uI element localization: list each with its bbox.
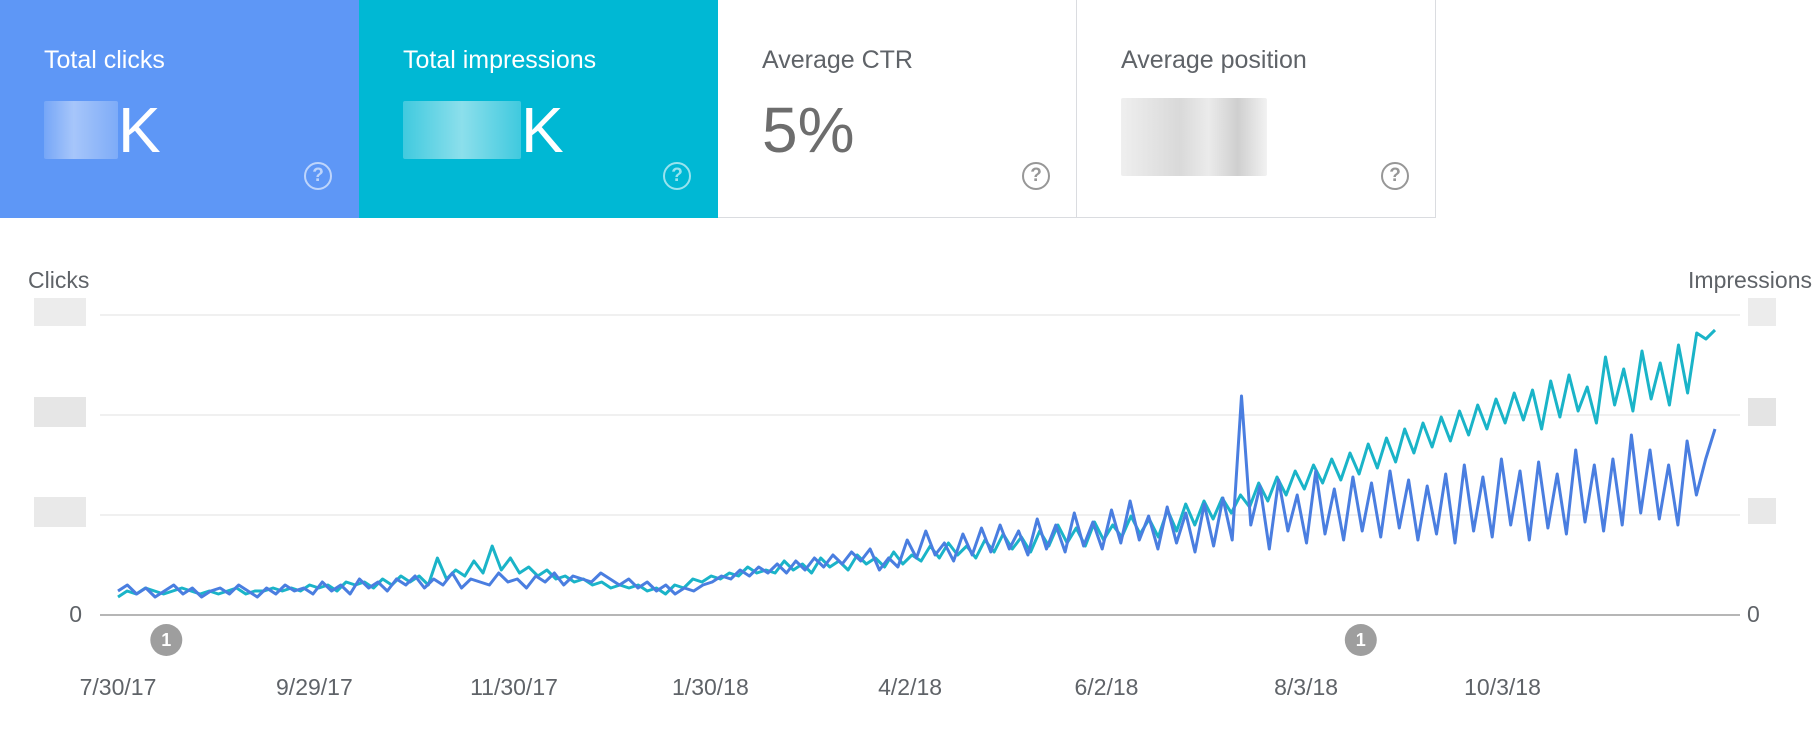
- annotation-marker[interactable]: 1: [150, 624, 183, 656]
- redacted-tick-right: [1748, 298, 1776, 326]
- redacted-value-block: [403, 101, 521, 159]
- redacted-tick-left: [34, 397, 86, 427]
- total-impressions-suffix: K: [521, 94, 564, 166]
- grid-layer: [100, 314, 1740, 616]
- metric-cards: Total clicks K ? Total impressions K ? A…: [0, 0, 1436, 218]
- series-line-clicks: [117, 394, 1717, 599]
- annotation-circle[interactable]: [150, 624, 183, 656]
- average-ctr-card[interactable]: Average CTR 5% ?: [718, 0, 1077, 218]
- help-icon[interactable]: ?: [304, 162, 332, 190]
- total-clicks-label: Total clicks: [44, 46, 165, 74]
- annotation-label: 1: [161, 630, 171, 650]
- y-left-zero-label: 0: [69, 601, 82, 627]
- help-icon[interactable]: ?: [1381, 162, 1409, 190]
- total-impressions-card[interactable]: Total impressions K ?: [359, 0, 718, 218]
- x-tick-label: 11/30/17: [470, 674, 558, 700]
- average-position-label: Average position: [1121, 46, 1307, 74]
- redacted-value-block: [44, 101, 118, 159]
- average-ctr-label: Average CTR: [762, 46, 913, 74]
- x-tick-label: 1/30/18: [672, 674, 749, 700]
- redacted-tick-left: [34, 298, 86, 326]
- x-tick-label: 9/29/17: [276, 674, 353, 700]
- redacted-tick-right: [1748, 498, 1776, 524]
- series-layer: [117, 328, 1717, 599]
- help-icon[interactable]: ?: [663, 162, 691, 190]
- annotation-marker[interactable]: 1: [1344, 624, 1377, 656]
- x-tick-layer: 7/30/17 9/29/17 11/30/17 1/30/18 4/2/18 6/2/1…: [80, 674, 1541, 700]
- annotation-label: 1: [1356, 630, 1366, 650]
- total-impressions-label: Total impressions: [403, 46, 597, 74]
- y-right-zero-label: 0: [1747, 601, 1760, 627]
- x-tick-label: 6/2/18: [1075, 674, 1139, 700]
- redacted-tick-right: [1748, 398, 1776, 426]
- help-icon[interactable]: ?: [1022, 162, 1050, 190]
- total-clicks-suffix: K: [118, 94, 161, 166]
- average-position-value: [1121, 98, 1267, 176]
- x-tick-label: 7/30/17: [80, 674, 157, 700]
- y-left-axis-title: Clicks: [28, 267, 90, 293]
- y-tick-layer: 0 0: [34, 298, 1776, 627]
- y-right-axis-title: Impressions: [1688, 267, 1812, 293]
- average-ctr-value: 5%: [762, 94, 855, 166]
- average-position-card[interactable]: Average position ?: [1077, 0, 1436, 218]
- total-impressions-value: K: [403, 98, 564, 162]
- total-clicks-value: K: [44, 98, 161, 162]
- redacted-tick-left: [34, 497, 86, 527]
- redacted-value-block: [1121, 98, 1267, 176]
- total-clicks-card[interactable]: Total clicks K ?: [0, 0, 359, 218]
- annotation-circle[interactable]: [1344, 624, 1377, 656]
- x-tick-label: 4/2/18: [878, 674, 942, 700]
- x-tick-label: 10/3/18: [1464, 674, 1541, 700]
- x-tick-label: 8/3/18: [1274, 674, 1338, 700]
